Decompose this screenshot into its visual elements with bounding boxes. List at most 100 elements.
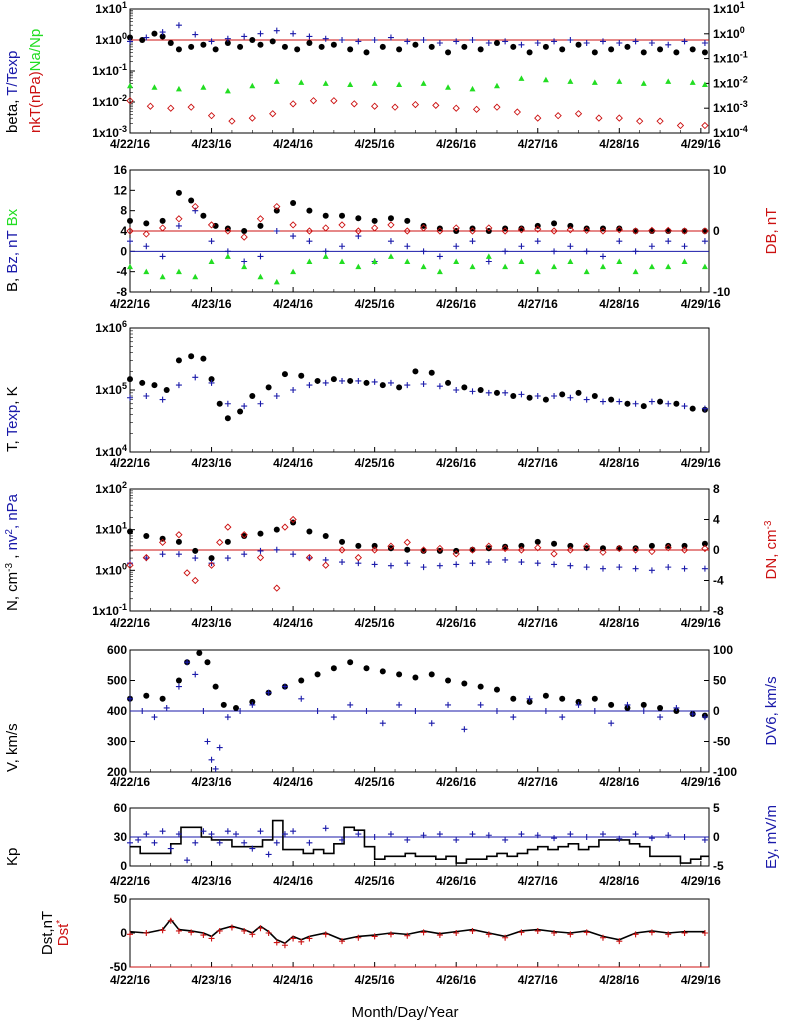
data-point <box>387 238 394 245</box>
data-point <box>648 835 655 842</box>
data-point <box>469 546 476 553</box>
y2-axis-title: DV6, km/s <box>763 676 780 745</box>
data-point <box>355 263 362 270</box>
data-point <box>363 379 370 386</box>
data-point <box>534 544 542 552</box>
data-point <box>163 704 170 711</box>
data-point <box>461 43 468 50</box>
data-point <box>591 708 598 714</box>
data-point <box>322 35 329 42</box>
data-point <box>294 46 301 53</box>
data-point <box>436 253 443 260</box>
y-tick-label: -8 <box>116 285 127 299</box>
y-axis-title: V, km/s <box>4 723 21 772</box>
data-point <box>224 523 232 531</box>
data-point <box>191 576 199 585</box>
data-point <box>257 253 264 260</box>
data-point <box>428 671 435 678</box>
data-point <box>306 258 313 264</box>
data-point <box>468 546 477 554</box>
data-point <box>175 927 182 934</box>
data-point <box>461 726 468 733</box>
data-point <box>290 387 297 393</box>
data-point <box>419 224 428 232</box>
data-point <box>469 263 476 270</box>
y-tick-label: 0 <box>120 859 127 873</box>
data-point <box>281 43 288 50</box>
x-tick-label: 4/25/16 <box>355 616 395 630</box>
data-point <box>355 377 362 384</box>
data-point <box>347 81 354 88</box>
data-point <box>559 714 566 721</box>
panel-2: -8 -4 0 4 8 12 16 -10 0 10 4/22/16 4/23/16 4/24/16 4/… <box>4 163 780 311</box>
x-tick-label: 4/28/16 <box>599 456 639 470</box>
x-tick-label: 4/29/16 <box>681 456 721 470</box>
x-tick-label: 4/22/16 <box>110 137 150 151</box>
data-point <box>404 382 411 389</box>
data-point <box>701 227 709 235</box>
data-point <box>632 38 639 45</box>
y-tick-label: -50 <box>110 960 128 974</box>
data-point <box>648 263 655 270</box>
data-point <box>257 30 264 37</box>
data-point <box>379 720 386 727</box>
data-point <box>453 930 460 936</box>
data-point <box>273 546 280 553</box>
data-point <box>200 355 207 362</box>
data-point <box>640 701 647 708</box>
data-point <box>673 400 680 407</box>
data-point <box>551 220 558 227</box>
data-point <box>330 41 337 48</box>
data-point <box>411 100 420 109</box>
data-point <box>256 553 265 562</box>
data-point <box>404 932 411 939</box>
data-point <box>200 212 207 219</box>
data-point <box>636 117 644 125</box>
data-point <box>224 35 231 42</box>
y2-tick-label: 0 <box>713 704 720 718</box>
data-point <box>493 103 501 111</box>
data-point <box>559 391 566 398</box>
data-point <box>322 532 329 539</box>
x-axis-title: Month/Day/Year <box>351 1004 458 1021</box>
y-tick-label: 1x100 <box>95 561 127 577</box>
data-point <box>510 393 517 400</box>
y2-tick-label: 5 <box>713 801 720 815</box>
data-point <box>322 248 329 255</box>
data-point <box>608 701 615 708</box>
data-point <box>159 828 166 835</box>
data-point <box>175 22 182 29</box>
data-point <box>387 253 394 259</box>
data-point <box>404 258 411 264</box>
y2-tick-label: 1x10-1 <box>713 50 748 66</box>
data-point <box>616 564 623 571</box>
data-point <box>290 268 297 275</box>
y2-axis-title: nkT(nPa)Na/Np <box>27 29 44 133</box>
data-point <box>502 248 509 255</box>
data-point <box>212 683 219 690</box>
data-point <box>436 383 443 390</box>
data-point <box>192 374 199 381</box>
data-point <box>237 408 244 415</box>
x-tick-label: 4/23/16 <box>192 775 232 789</box>
data-point <box>322 825 329 832</box>
data-point <box>127 376 133 383</box>
data-point <box>420 263 427 270</box>
data-point <box>265 851 272 858</box>
data-point <box>212 765 219 772</box>
data-point <box>681 403 688 410</box>
y2-tick-label: -4 <box>713 574 724 588</box>
series-4 <box>126 202 709 241</box>
panel-1: 1x10-3 1x10-2 1x10-1 1x100 1x101 1x10-4 1x10-3… <box>4 0 748 151</box>
data-point <box>542 76 549 83</box>
data-point <box>233 704 240 711</box>
y-axis-title: T, Texp, K <box>4 386 21 452</box>
data-point <box>518 75 525 81</box>
data-point <box>143 831 150 838</box>
data-point <box>616 835 623 842</box>
data-point <box>518 559 525 566</box>
data-point <box>269 38 276 45</box>
data-point <box>175 382 182 389</box>
data-point <box>241 263 248 270</box>
data-point <box>339 559 346 566</box>
